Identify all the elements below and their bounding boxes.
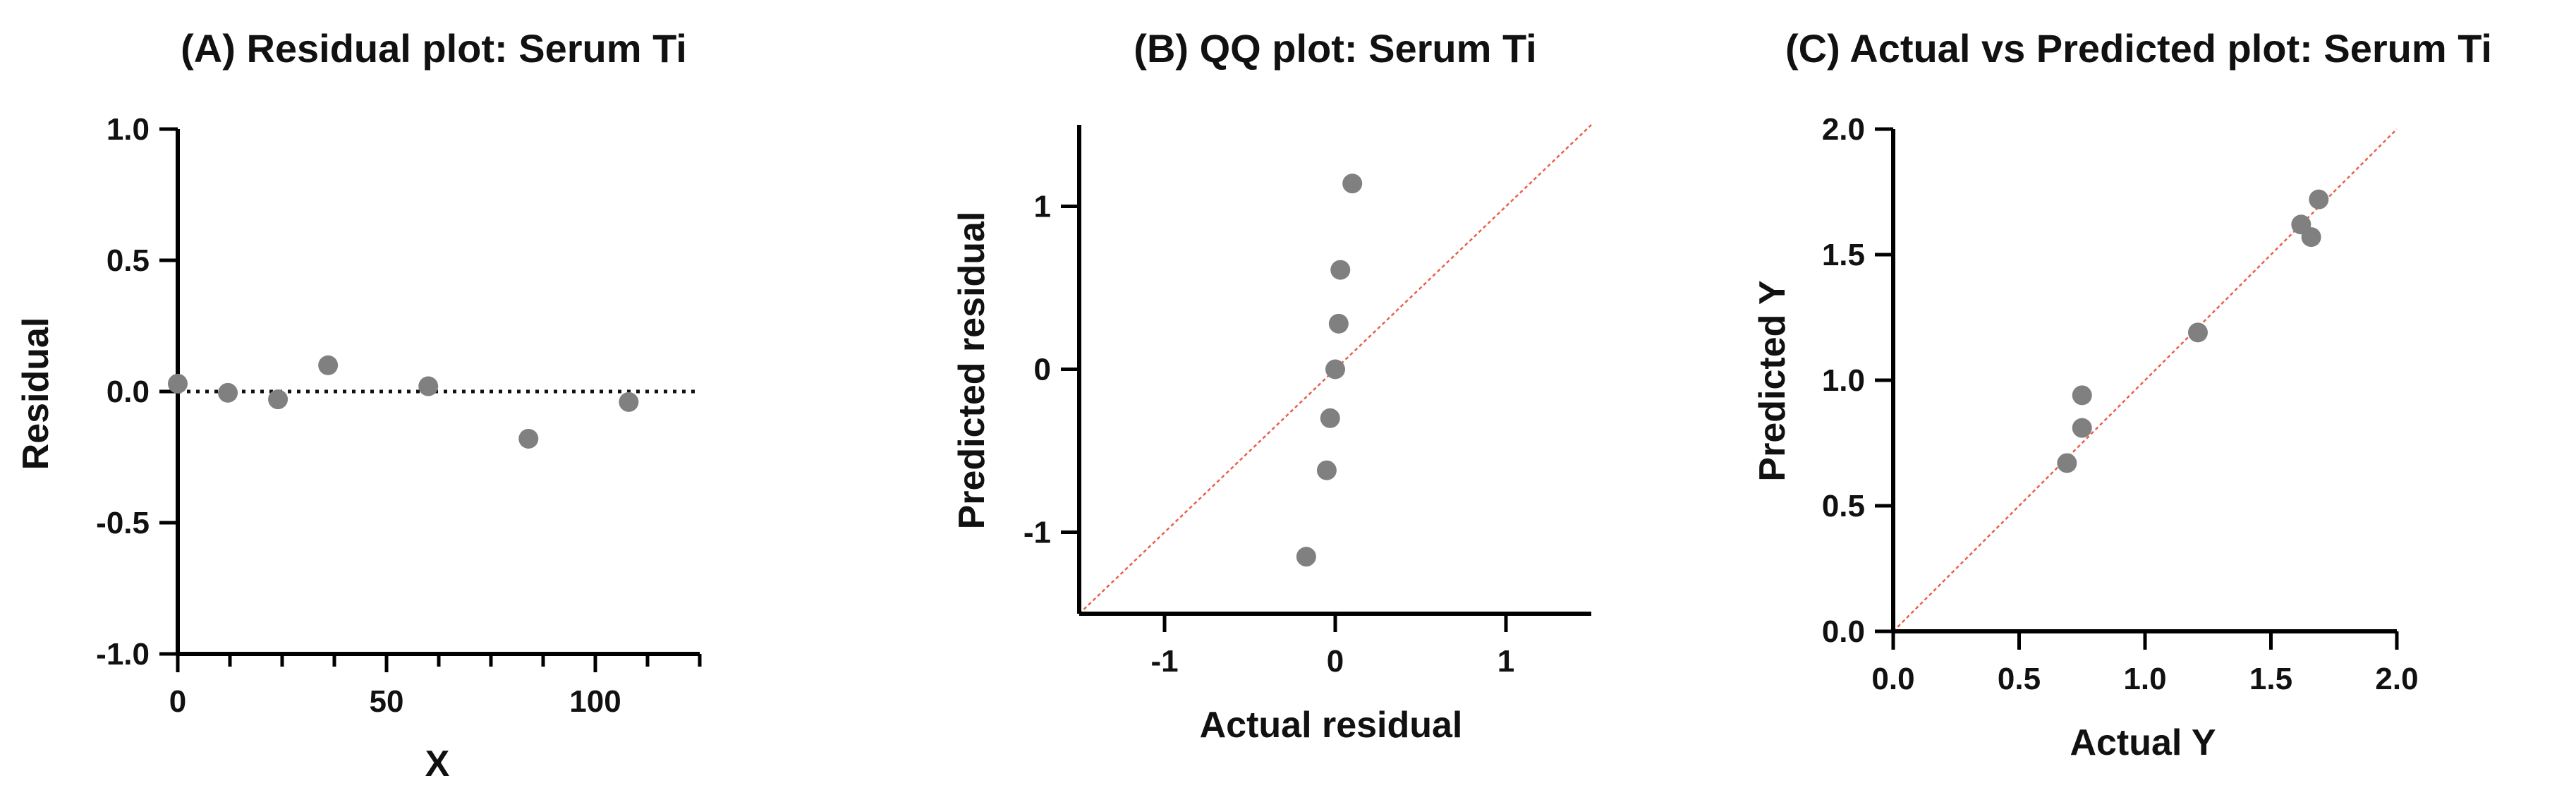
panel-b-data-point	[1320, 408, 1340, 428]
panel-c-title: (C) Actual vs Predicted plot: Serum Ti	[1785, 26, 2492, 71]
panel-c-data-point	[2187, 322, 2208, 343]
panel-a-y-tick-label: 0.5	[107, 243, 150, 278]
panel-a-y-tick-label: -1.0	[96, 637, 150, 672]
panel-a-data-point	[168, 373, 188, 394]
panel-c-x-tick-label: 0.0	[1871, 662, 1914, 696]
panel-c-data-point	[2301, 227, 2321, 248]
panel-b-x-tick-label: 1	[1497, 644, 1514, 679]
panel-c-y-tick-label: 1.5	[1822, 238, 1865, 272]
panel-b-x-tick-label: -1	[1150, 644, 1178, 679]
panel-a-xlabel: X	[425, 744, 450, 784]
panel-a-residual-plot: (A) Residual plot: Serum Ti Residual X 0…	[16, 26, 702, 784]
panel-c-data-point	[2072, 385, 2092, 406]
panel-c-data-point	[2309, 189, 2329, 210]
panel-b-data-point	[1316, 460, 1337, 480]
panel-a-y-tick-label: 1.0	[107, 112, 150, 147]
panel-c-xlabel: Actual Y	[2070, 722, 2216, 763]
panel-c-y-tick-label: 1.0	[1822, 363, 1865, 398]
panel-b-y-tick-label: -1	[1023, 516, 1051, 550]
panel-a-x-tick-label: 100	[569, 684, 621, 719]
panel-b-title: (B) QQ plot: Serum Ti	[1134, 26, 1536, 71]
panel-c-data-point	[2057, 453, 2077, 473]
panel-a-data-point	[418, 376, 439, 396]
panel-a-data-point	[518, 428, 539, 449]
panel-c-data-point	[2072, 418, 2092, 438]
panel-a-x-tick-label: 50	[370, 684, 404, 719]
panel-b-y-tick-label: 0	[1034, 353, 1051, 387]
panel-c-identity-line	[1892, 128, 2398, 632]
panel-c-ylabel: Predicted Y	[1752, 280, 1793, 481]
panel-b-data-point	[1328, 313, 1349, 334]
panel-a-data-point	[318, 355, 339, 375]
panel-b-data-point	[1342, 174, 1363, 194]
panel-b-data-point	[1296, 547, 1316, 567]
panel-b-y-tick-label: 1	[1034, 190, 1051, 224]
panel-a-y-tick-label: -0.5	[96, 506, 150, 540]
panel-a-ylabel: Residual	[16, 317, 56, 471]
panel-a-title: (A) Residual plot: Serum Ti	[181, 26, 687, 71]
panel-b-x-tick-label: 0	[1327, 644, 1344, 679]
panel-a-data-point	[619, 392, 639, 412]
panel-a-y-tick-label: 0.0	[107, 375, 150, 409]
panel-b-data-point	[1325, 359, 1345, 380]
panel-c-x-tick-label: 1.5	[2249, 662, 2292, 696]
panel-b-qq-plot: (B) QQ plot: Serum Ti Predicted residual…	[952, 26, 1592, 746]
panel-a-data-point	[268, 389, 288, 410]
panel-c-x-tick-label: 2.0	[2375, 662, 2418, 696]
panel-c-x-tick-label: 0.5	[1998, 662, 2041, 696]
panel-c-y-tick-label: 2.0	[1822, 112, 1865, 147]
panel-b-ylabel: Predicted residual	[952, 212, 992, 530]
panel-b-data-point	[1330, 260, 1351, 280]
panel-c-x-tick-label: 1.0	[2123, 662, 2166, 696]
panel-b-xlabel: Actual residual	[1200, 705, 1463, 746]
panel-c-y-tick-label: 0.5	[1822, 489, 1865, 523]
panel-c-actual-vs-predicted-plot: (C) Actual vs Predicted plot: Serum Ti P…	[1752, 26, 2492, 763]
panel-a-data-point	[218, 382, 238, 403]
panel-a-x-tick-label: 0	[169, 684, 186, 719]
panel-c-y-tick-label: 0.0	[1822, 614, 1865, 649]
